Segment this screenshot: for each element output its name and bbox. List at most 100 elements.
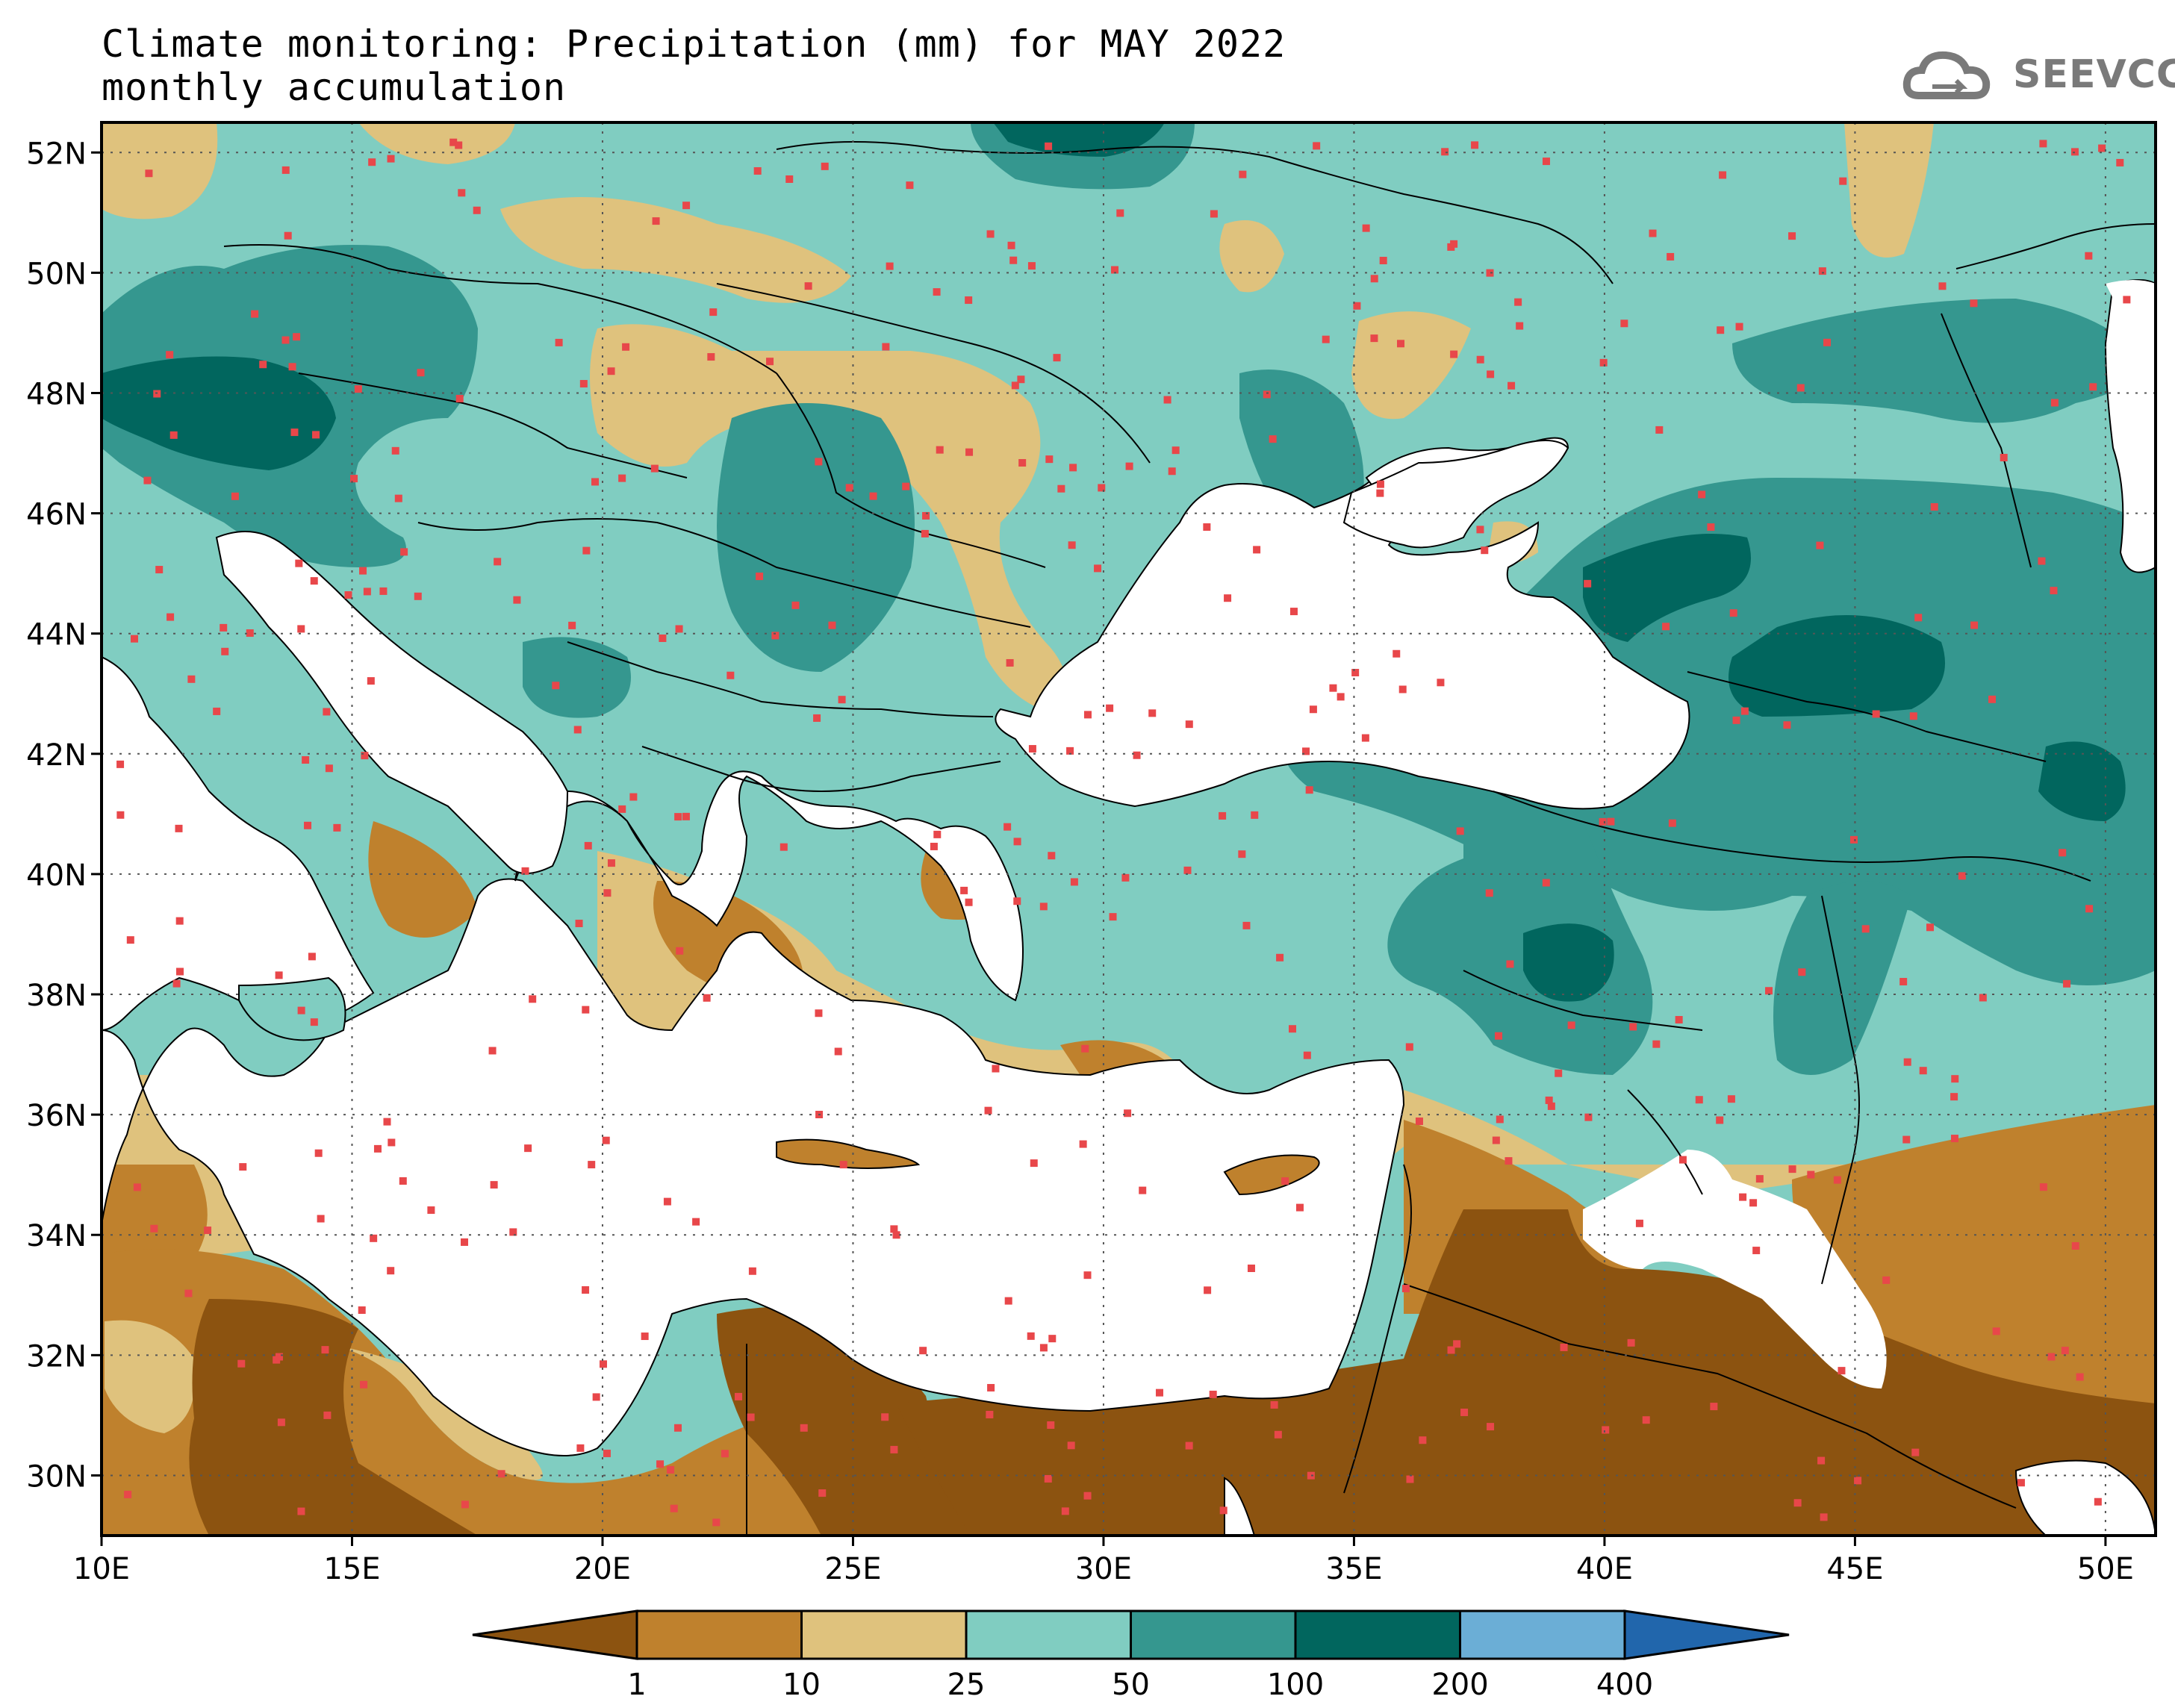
station-marker: [1793, 1499, 1802, 1507]
station-marker: [618, 474, 626, 482]
station-marker: [890, 1445, 898, 1453]
cloud-icon: [1902, 51, 1991, 99]
station-marker: [1514, 298, 1522, 306]
station-marker: [1798, 968, 1806, 976]
station-marker: [373, 1144, 382, 1153]
station-marker: [663, 1197, 671, 1206]
lon-label: 50E: [2077, 1552, 2134, 1586]
station-marker: [1121, 873, 1130, 882]
station-marker: [1004, 823, 1012, 831]
lat-label: 36N: [26, 1099, 87, 1133]
station-marker: [130, 635, 138, 643]
station-marker: [656, 1460, 665, 1468]
station-marker: [251, 310, 259, 318]
station-marker: [804, 282, 812, 290]
station-marker: [1224, 594, 1232, 602]
station-marker: [674, 813, 682, 821]
station-marker: [302, 756, 310, 764]
lat-label: 44N: [26, 618, 87, 652]
station-marker: [284, 231, 292, 240]
station-marker: [273, 1356, 281, 1364]
station-marker: [2089, 383, 2097, 391]
station-marker: [310, 1018, 318, 1026]
precip-band-50-100: [1732, 299, 2143, 423]
station-marker: [275, 971, 283, 979]
station-marker: [239, 1163, 247, 1171]
lat-label: 30N: [26, 1459, 87, 1494]
precip-band-10-25: [1404, 1090, 2156, 1194]
station-marker: [629, 793, 638, 801]
station-marker: [1450, 350, 1458, 358]
station-marker: [922, 511, 930, 520]
station-marker: [1018, 458, 1027, 467]
station-marker: [1253, 546, 1261, 554]
station-marker: [780, 843, 788, 851]
station-marker: [709, 308, 718, 317]
colorbar-label: 10: [782, 1668, 821, 1702]
station-marker: [1006, 658, 1014, 667]
station-marker: [1988, 695, 1997, 703]
station-marker: [1854, 1477, 1862, 1485]
station-marker: [354, 385, 362, 393]
crimea-peninsula: [1342, 440, 1569, 549]
sicily-island: [238, 976, 346, 1041]
station-marker: [400, 548, 408, 556]
precip-band-50-100: [1773, 881, 1911, 1075]
station-marker: [473, 206, 481, 214]
title-line-2: monthly accumulation: [102, 66, 567, 109]
station-marker: [703, 994, 711, 1002]
station-marker: [145, 169, 153, 178]
station-marker: [726, 671, 735, 679]
colorbar-label: 25: [948, 1668, 986, 1702]
station-marker: [892, 1231, 900, 1239]
station-marker: [818, 1489, 827, 1497]
station-marker: [363, 587, 371, 596]
station-marker: [2059, 849, 2067, 857]
station-marker: [1567, 1021, 1575, 1029]
station-marker: [513, 596, 521, 604]
station-marker: [1393, 649, 1401, 658]
station-marker: [417, 369, 425, 377]
station-marker: [1485, 889, 1493, 897]
station-marker: [1322, 335, 1330, 343]
precip-band-1-10: [102, 1165, 208, 1269]
precip-band-below-1: [896, 1209, 2156, 1536]
station-marker: [1027, 262, 1036, 270]
station-marker: [1039, 1344, 1048, 1352]
station-marker: [1716, 1116, 1724, 1124]
station-marker: [323, 708, 331, 716]
station-marker: [187, 675, 196, 683]
station-marker: [1013, 838, 1021, 846]
precip-band-50-100: [717, 403, 915, 672]
station-marker: [1048, 1335, 1057, 1343]
station-marker: [1453, 1340, 1461, 1348]
station-marker: [169, 431, 178, 439]
station-marker: [603, 889, 612, 897]
station-marker: [721, 1450, 729, 1458]
station-marker: [1902, 1135, 1911, 1144]
station-marker: [150, 1224, 158, 1232]
station-marker: [641, 1333, 649, 1341]
station-marker: [1652, 1040, 1661, 1048]
station-marker: [834, 1047, 842, 1056]
station-marker: [1899, 978, 1908, 986]
station-marker: [575, 920, 583, 928]
station-marker: [1668, 819, 1676, 827]
station-marker: [618, 805, 626, 813]
station-marker: [1958, 872, 1966, 880]
station-marker: [1861, 925, 1870, 933]
station-marker: [1337, 693, 1345, 701]
station-marker: [1239, 170, 1247, 178]
station-marker: [1788, 1165, 1796, 1174]
mediterranean-sea: [102, 878, 1405, 1456]
station-marker: [933, 830, 942, 838]
station-marker: [175, 824, 183, 832]
station-marker: [1353, 302, 1361, 310]
station-marker: [1270, 1400, 1278, 1409]
station-marker: [839, 1161, 847, 1169]
station-marker: [869, 492, 877, 500]
station-marker: [1555, 1069, 1563, 1077]
station-marker: [607, 859, 615, 867]
station-marker: [387, 1267, 395, 1275]
station-marker: [622, 343, 630, 351]
